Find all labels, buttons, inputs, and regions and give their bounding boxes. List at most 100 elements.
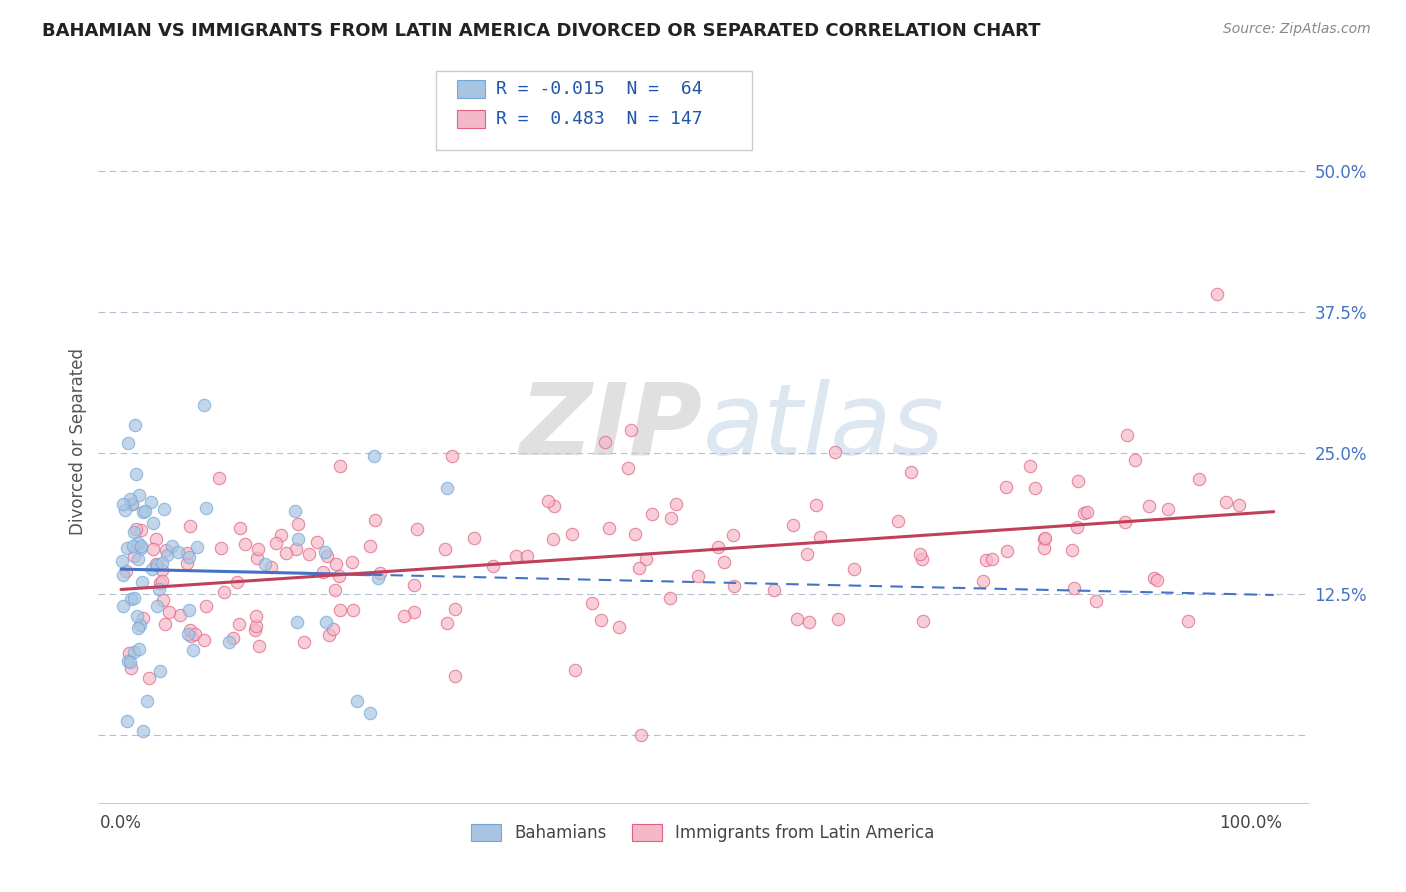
Point <box>1206 286 1229 301</box>
Point <box>315 615 337 629</box>
Point <box>138 672 160 686</box>
Point <box>145 532 167 546</box>
Point <box>114 565 136 579</box>
Point <box>285 542 308 557</box>
Point <box>481 558 503 573</box>
Point <box>305 535 328 549</box>
Point <box>972 574 994 588</box>
Point <box>112 568 135 582</box>
Point <box>342 603 364 617</box>
Point <box>707 541 730 555</box>
Point <box>132 723 155 738</box>
Point <box>245 609 267 624</box>
Point <box>911 551 934 566</box>
Point <box>122 645 145 659</box>
Point <box>276 546 298 560</box>
Point <box>328 568 350 582</box>
Point <box>181 643 204 657</box>
Point <box>1156 502 1178 516</box>
Point <box>260 559 283 574</box>
Point <box>908 547 931 561</box>
Point <box>436 616 458 631</box>
Point <box>152 574 174 589</box>
Point <box>1143 571 1166 585</box>
Point <box>623 527 645 541</box>
Point <box>136 694 159 708</box>
Point <box>541 532 564 546</box>
Point <box>796 547 818 561</box>
Point <box>128 642 150 657</box>
Point <box>129 617 152 632</box>
Point <box>723 579 745 593</box>
Point <box>404 577 426 591</box>
Point <box>193 398 215 412</box>
Point <box>298 547 321 561</box>
Point <box>264 536 287 550</box>
Point <box>141 494 163 508</box>
Point <box>1123 452 1146 467</box>
Point <box>762 583 785 598</box>
Point <box>124 418 146 433</box>
Point <box>155 543 177 558</box>
Point <box>243 623 266 637</box>
Text: BAHAMIAN VS IMMIGRANTS FROM LATIN AMERICA DIVORCED OR SEPARATED CORRELATION CHAR: BAHAMIAN VS IMMIGRANTS FROM LATIN AMERIC… <box>42 22 1040 40</box>
Text: ZIP: ZIP <box>520 378 703 475</box>
Point <box>912 614 935 628</box>
Point <box>120 661 142 675</box>
Point <box>292 634 315 648</box>
Point <box>122 591 145 606</box>
Point <box>141 562 163 576</box>
Point <box>974 552 997 566</box>
Point <box>152 592 174 607</box>
Point <box>134 503 156 517</box>
Point <box>155 617 177 632</box>
Point <box>564 663 586 677</box>
Text: Source: ZipAtlas.com: Source: ZipAtlas.com <box>1223 22 1371 37</box>
Point <box>246 550 269 565</box>
Point <box>122 525 145 540</box>
Point <box>287 532 309 546</box>
Point <box>346 694 368 708</box>
Point <box>1116 427 1139 442</box>
Point <box>1066 520 1088 534</box>
Point <box>208 471 231 485</box>
Point <box>167 544 190 558</box>
Point <box>516 549 538 563</box>
Point <box>120 592 142 607</box>
Point <box>1019 458 1042 473</box>
Point <box>628 561 651 575</box>
Point <box>115 714 138 728</box>
Point <box>194 501 217 516</box>
Point <box>1033 532 1056 546</box>
Point <box>688 569 710 583</box>
Point <box>1188 472 1211 486</box>
Point <box>122 549 145 563</box>
Point <box>804 498 827 512</box>
Point <box>247 640 270 654</box>
Point <box>148 576 170 591</box>
Point <box>322 622 344 636</box>
Point <box>359 539 381 553</box>
Point <box>180 629 202 643</box>
Point <box>127 535 149 549</box>
Point <box>118 646 141 660</box>
Point <box>114 503 136 517</box>
Point <box>1024 481 1046 495</box>
Point <box>194 599 217 613</box>
Point <box>980 551 1002 566</box>
Point <box>721 528 744 542</box>
Point <box>222 631 245 645</box>
Point <box>150 563 173 577</box>
Point <box>363 449 385 463</box>
Point <box>145 557 167 571</box>
Point <box>433 542 456 557</box>
Point <box>226 574 249 589</box>
Point <box>284 503 307 517</box>
Point <box>1063 582 1085 596</box>
Point <box>636 552 658 566</box>
Point <box>329 603 352 617</box>
Text: atlas: atlas <box>703 378 945 475</box>
Point <box>142 516 165 530</box>
Point <box>120 492 142 507</box>
Point <box>148 582 170 597</box>
